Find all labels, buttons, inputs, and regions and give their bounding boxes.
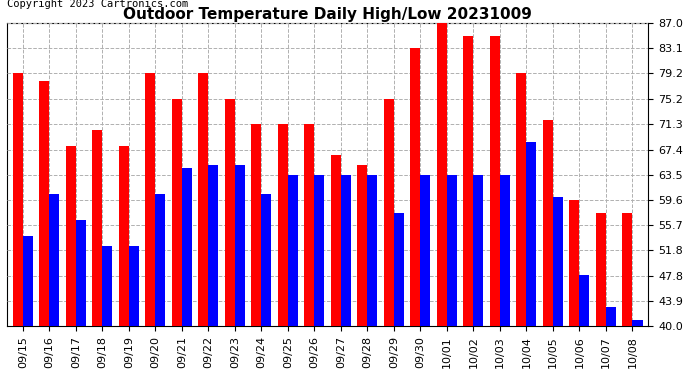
Bar <box>580 274 589 326</box>
Bar <box>473 175 484 326</box>
Bar <box>341 175 351 326</box>
Bar <box>411 48 420 326</box>
Bar <box>172 99 182 326</box>
Bar <box>76 220 86 326</box>
Bar <box>235 165 245 326</box>
Bar <box>304 124 315 326</box>
Bar <box>23 236 33 326</box>
Bar <box>155 194 166 326</box>
Bar <box>420 175 431 326</box>
Bar <box>182 168 192 326</box>
Bar <box>315 175 324 326</box>
Bar <box>208 165 219 326</box>
Bar <box>129 246 139 326</box>
Bar <box>526 142 537 326</box>
Bar <box>553 197 563 326</box>
Bar <box>288 175 298 326</box>
Text: Copyright 2023 Cartronics.com: Copyright 2023 Cartronics.com <box>7 0 188 9</box>
Bar <box>384 99 394 326</box>
Bar <box>198 74 208 326</box>
Bar <box>437 23 447 326</box>
Bar <box>490 36 500 326</box>
Bar <box>50 194 59 326</box>
Bar <box>262 194 271 326</box>
Bar <box>278 124 288 326</box>
Bar <box>13 74 23 326</box>
Bar <box>367 175 377 326</box>
Bar <box>622 213 633 326</box>
Bar <box>569 200 580 326</box>
Bar <box>92 129 102 326</box>
Bar <box>146 74 155 326</box>
Bar <box>543 120 553 326</box>
Bar <box>394 213 404 326</box>
Bar <box>102 246 112 326</box>
Bar <box>447 175 457 326</box>
Bar <box>119 146 129 326</box>
Bar <box>500 175 510 326</box>
Bar <box>464 36 473 326</box>
Bar <box>357 165 367 326</box>
Bar <box>331 155 341 326</box>
Bar <box>39 81 50 326</box>
Bar <box>225 99 235 326</box>
Bar <box>633 320 642 326</box>
Bar <box>251 124 262 326</box>
Title: Outdoor Temperature Daily High/Low 20231009: Outdoor Temperature Daily High/Low 20231… <box>124 7 532 22</box>
Bar <box>66 146 76 326</box>
Bar <box>606 307 616 326</box>
Bar <box>596 213 606 326</box>
Bar <box>516 74 526 326</box>
